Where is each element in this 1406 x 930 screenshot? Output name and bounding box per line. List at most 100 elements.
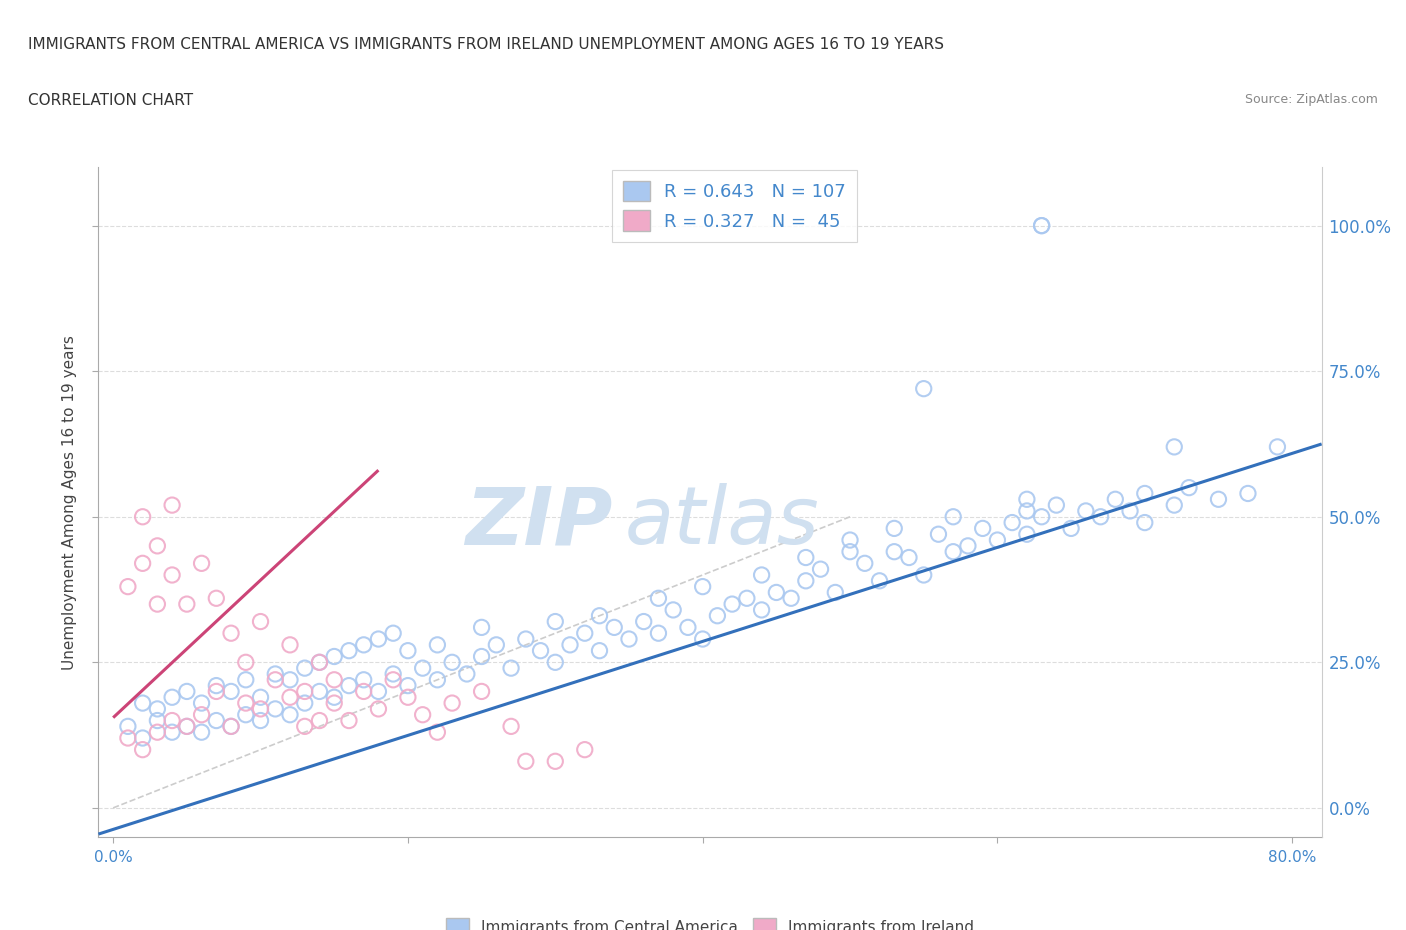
Point <box>131 556 153 571</box>
Point <box>515 631 537 646</box>
Point <box>1015 526 1038 541</box>
Point <box>278 690 301 705</box>
Point <box>131 742 153 757</box>
Point <box>308 655 330 670</box>
Point <box>308 713 330 728</box>
Point <box>839 544 862 559</box>
Point <box>603 620 626 635</box>
Point <box>441 696 464 711</box>
Point <box>176 719 198 734</box>
Point <box>1015 503 1038 518</box>
Point <box>1119 503 1142 518</box>
Point <box>235 655 257 670</box>
Point <box>308 655 330 670</box>
Point <box>353 637 375 652</box>
Point <box>972 521 994 536</box>
Point <box>692 579 714 594</box>
Point <box>249 614 271 629</box>
Point <box>160 724 183 739</box>
Point <box>176 684 198 698</box>
Point <box>794 550 817 565</box>
Point <box>499 719 522 734</box>
Point <box>780 591 803 605</box>
Point <box>264 667 287 682</box>
Point <box>633 614 655 629</box>
Point <box>337 678 360 693</box>
Point <box>706 608 728 623</box>
Point <box>396 690 419 705</box>
Point <box>205 591 228 605</box>
Point <box>235 708 257 723</box>
Point <box>382 626 405 641</box>
Point <box>323 696 346 711</box>
Point <box>219 626 242 641</box>
Point <box>471 620 494 635</box>
Point <box>190 556 212 571</box>
Point <box>1031 510 1053 525</box>
Point <box>249 713 271 728</box>
Point <box>337 713 360 728</box>
Point <box>1001 515 1024 530</box>
Point <box>544 754 567 769</box>
Point <box>337 644 360 658</box>
Point <box>869 574 891 589</box>
Point <box>471 649 494 664</box>
Point <box>412 708 434 723</box>
Point <box>131 731 153 746</box>
Point <box>367 631 389 646</box>
Point <box>146 538 169 553</box>
Point <box>131 510 153 525</box>
Point <box>839 533 862 548</box>
Legend: Immigrants from Central America, Immigrants from Ireland: Immigrants from Central America, Immigra… <box>440 911 980 930</box>
Point <box>647 591 669 605</box>
Point <box>323 649 346 664</box>
Point <box>323 690 346 705</box>
Point <box>235 696 257 711</box>
Point <box>323 672 346 687</box>
Point <box>117 579 139 594</box>
Text: Source: ZipAtlas.com: Source: ZipAtlas.com <box>1244 93 1378 106</box>
Point <box>190 696 212 711</box>
Point <box>471 684 494 698</box>
Text: IMMIGRANTS FROM CENTRAL AMERICA VS IMMIGRANTS FROM IRELAND UNEMPLOYMENT AMONG AG: IMMIGRANTS FROM CENTRAL AMERICA VS IMMIG… <box>28 37 943 52</box>
Point <box>529 644 551 658</box>
Point <box>278 672 301 687</box>
Point <box>146 597 169 612</box>
Point <box>1133 515 1156 530</box>
Point <box>205 684 228 698</box>
Point <box>588 644 610 658</box>
Point <box>544 614 567 629</box>
Point <box>278 708 301 723</box>
Point <box>426 637 449 652</box>
Point <box>176 597 198 612</box>
Point <box>751 567 773 582</box>
Point <box>912 567 935 582</box>
Point <box>235 672 257 687</box>
Point <box>588 608 610 623</box>
Point <box>485 637 508 652</box>
Point <box>176 719 198 734</box>
Point <box>160 690 183 705</box>
Point <box>1031 219 1053 233</box>
Point <box>294 696 316 711</box>
Point <box>367 684 389 698</box>
Point <box>426 724 449 739</box>
Point <box>824 585 846 600</box>
Point <box>1074 503 1097 518</box>
Point <box>558 637 581 652</box>
Point <box>160 567 183 582</box>
Point <box>617 631 640 646</box>
Point <box>249 690 271 705</box>
Point <box>294 660 316 675</box>
Point <box>367 701 389 716</box>
Point <box>205 678 228 693</box>
Point <box>647 626 669 641</box>
Point <box>735 591 758 605</box>
Point <box>219 684 242 698</box>
Point <box>294 684 316 698</box>
Text: CORRELATION CHART: CORRELATION CHART <box>28 93 193 108</box>
Point <box>1237 486 1260 501</box>
Point <box>912 381 935 396</box>
Point <box>264 701 287 716</box>
Point <box>160 498 183 512</box>
